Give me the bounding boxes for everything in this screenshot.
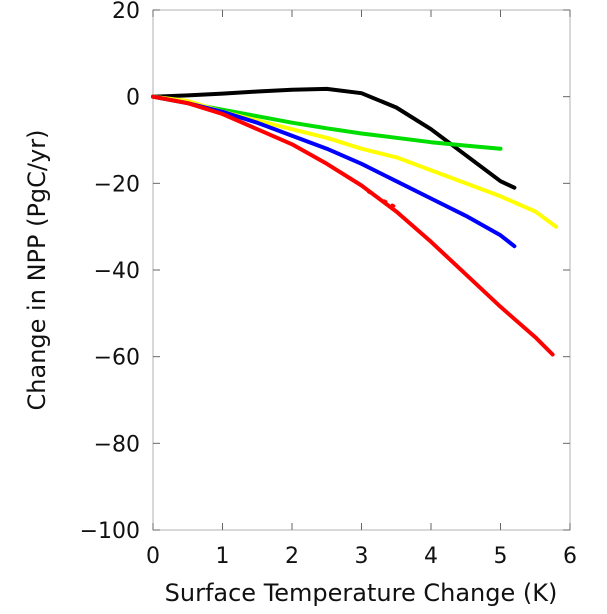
x-tick-label: 3 [355, 544, 369, 569]
axis-ticks [152, 9, 571, 531]
y-tick-label: −100 [80, 519, 140, 544]
y-axis-label: Change in NPP (PgC/yr) [23, 130, 51, 411]
series-line-5 [367, 190, 398, 209]
series-line-4 [151, 94, 555, 357]
x-tick-label: 4 [424, 544, 438, 569]
plot-frame [152, 9, 571, 531]
y-tick-label: −40 [94, 259, 140, 284]
y-tick-label: −80 [94, 432, 140, 457]
series-line-0 [151, 86, 517, 190]
tick-labels: 0 1 2 3 4 5 6 20 0 −20 −40 −60 −80 −100 [80, 0, 577, 569]
x-tick-label: 1 [216, 544, 230, 569]
y-tick-label: −60 [94, 346, 140, 371]
x-tick-label: 5 [494, 544, 508, 569]
x-tick-label: 0 [146, 544, 160, 569]
x-tick-label: 2 [285, 544, 299, 569]
series-layer [151, 86, 559, 357]
x-axis-label: Surface Temperature Change (K) [165, 579, 558, 607]
y-tick-label: 20 [112, 0, 140, 24]
y-tick-label: −20 [94, 172, 140, 197]
y-tick-label: 0 [126, 86, 140, 111]
x-tick-label: 6 [563, 544, 577, 569]
series-line-3 [151, 94, 517, 249]
